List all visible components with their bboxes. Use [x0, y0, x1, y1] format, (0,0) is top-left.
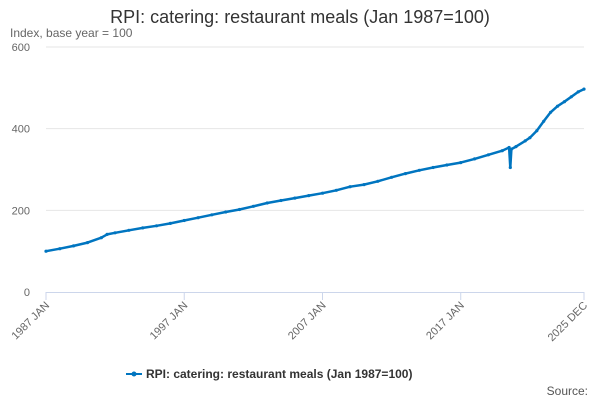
data-point[interactable]	[569, 95, 573, 99]
source-label: Source:	[547, 384, 588, 398]
data-point[interactable]	[431, 165, 435, 170]
data-point[interactable]	[334, 188, 338, 192]
data-point[interactable]	[528, 136, 532, 140]
data-point[interactable]	[265, 201, 269, 205]
data-point[interactable]	[362, 183, 366, 187]
data-point[interactable]	[196, 216, 200, 220]
data-point[interactable]	[210, 213, 214, 217]
chart-subtitle: Index, base year = 100	[10, 26, 133, 40]
data-point[interactable]	[99, 236, 103, 240]
data-point[interactable]	[508, 165, 512, 170]
legend[interactable]: RPI: catering: restaurant meals (Jan 198…	[126, 367, 412, 381]
data-point[interactable]	[507, 145, 511, 150]
data-point[interactable]	[376, 179, 380, 183]
grid-lines	[46, 46, 584, 211]
y-tick-label: 0	[24, 287, 30, 299]
y-tick-label: 200	[12, 205, 30, 217]
x-axis-ticks: 1987 JAN 1997 JAN 2007 JAN 2017 JAN 2025 DEC	[9, 292, 590, 344]
data-point[interactable]	[105, 232, 109, 236]
data-point[interactable]	[549, 110, 553, 114]
data-point[interactable]	[72, 244, 76, 248]
data-point[interactable]	[127, 228, 131, 232]
data-point[interactable]	[562, 100, 567, 104]
data-point[interactable]	[576, 90, 580, 94]
series-line	[44, 87, 586, 253]
data-point[interactable]	[535, 129, 539, 133]
series-layer	[44, 87, 586, 253]
legend-label: RPI: catering: restaurant meals (Jan 198…	[146, 367, 412, 381]
data-point[interactable]	[141, 226, 145, 230]
data-point[interactable]	[473, 157, 477, 161]
chart-title: RPI: catering: restaurant meals (Jan 198…	[110, 7, 490, 27]
data-point[interactable]	[293, 196, 297, 200]
data-point[interactable]	[320, 191, 325, 195]
data-point[interactable]	[224, 210, 228, 214]
data-point[interactable]	[500, 149, 504, 153]
x-tick-label: 2007 JAN	[286, 300, 329, 343]
data-point[interactable]	[486, 153, 490, 157]
data-point[interactable]	[542, 119, 546, 123]
data-point[interactable]	[307, 194, 311, 198]
y-axis-tick-labels: 0 200 400 600	[12, 42, 30, 299]
data-point[interactable]	[85, 241, 90, 245]
x-tick-label: 2025 DEC	[546, 300, 590, 344]
data-point[interactable]	[251, 204, 255, 208]
data-point[interactable]	[523, 139, 527, 143]
data-point[interactable]	[113, 231, 117, 235]
data-point[interactable]	[348, 185, 352, 189]
y-tick-label: 400	[12, 124, 30, 136]
data-point[interactable]	[417, 168, 421, 172]
data-point[interactable]	[403, 172, 407, 176]
x-tick-label: 1997 JAN	[148, 300, 191, 343]
data-point[interactable]	[445, 163, 449, 167]
data-point[interactable]	[58, 247, 62, 251]
data-point[interactable]	[237, 207, 242, 212]
legend-marker-dot	[131, 371, 137, 377]
y-tick-label: 600	[12, 42, 30, 54]
data-point[interactable]	[459, 161, 463, 165]
data-point[interactable]	[182, 218, 186, 223]
data-point[interactable]	[279, 198, 283, 203]
data-point[interactable]	[155, 224, 159, 228]
data-point[interactable]	[44, 249, 48, 253]
data-point[interactable]	[168, 221, 172, 225]
data-point[interactable]	[509, 147, 513, 151]
x-tick-label: 2017 JAN	[424, 300, 467, 343]
x-tick-label: 1987 JAN	[9, 300, 52, 343]
data-point[interactable]	[390, 175, 394, 179]
data-point[interactable]	[555, 104, 560, 108]
data-point[interactable]	[514, 145, 518, 149]
data-point[interactable]	[582, 87, 586, 91]
